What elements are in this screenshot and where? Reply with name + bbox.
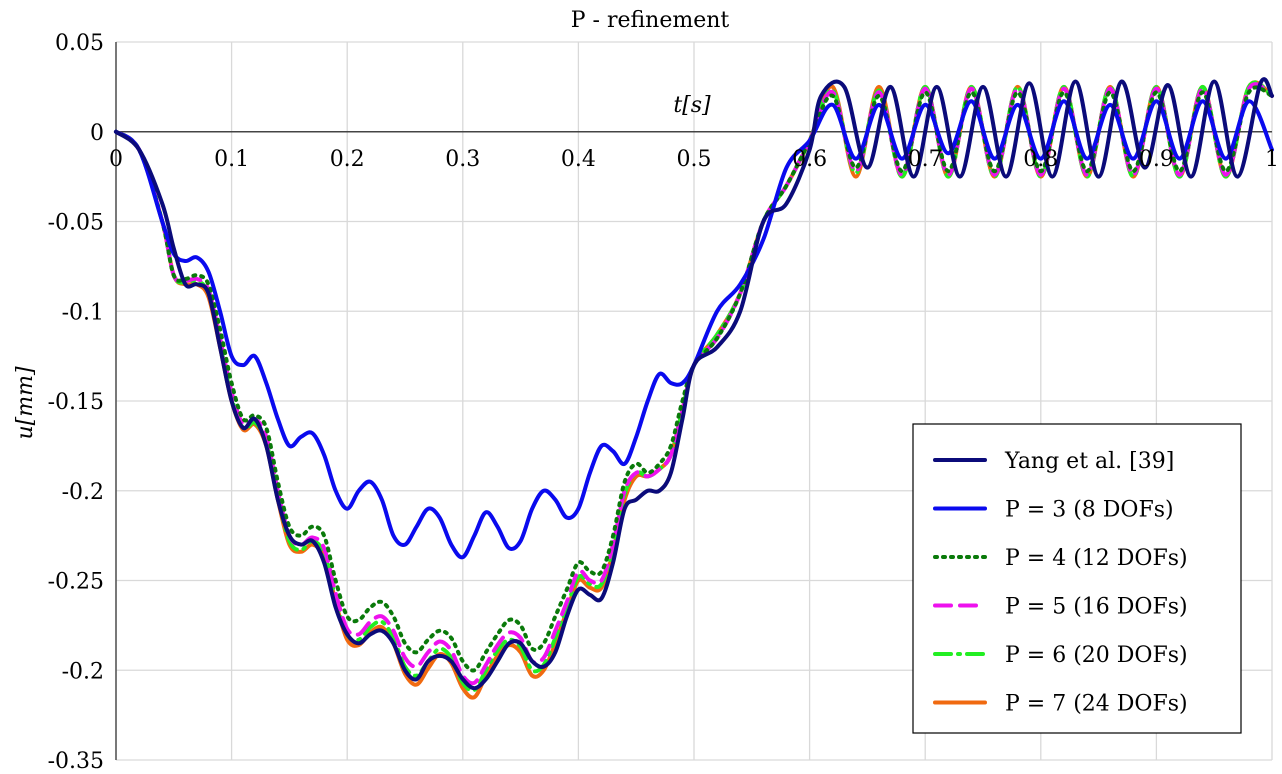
- series-lines: [114, 77, 1274, 700]
- x-tick-labels: 0 0.1 0.2 0.3 0.4 0.5 0.6 0.7 0.8 0.9 1: [109, 147, 1279, 172]
- series-line-p-3-8-dofs: [114, 99, 1274, 560]
- y-tick-label: -0.1: [62, 300, 104, 325]
- legend: Yang et al. [39] P = 3 (8 DOFs) P = 4 (12 …: [912, 423, 1242, 734]
- y-tick-label: -0.25: [48, 570, 104, 595]
- y-tick-label: 0: [90, 121, 104, 146]
- series-line-p-4-12-dofs: [114, 85, 1274, 673]
- x-tick-label: 0: [109, 147, 123, 172]
- x-tick-label: 0.6: [792, 147, 827, 172]
- y-tick-label: -0.15: [48, 390, 104, 415]
- legend-label: P = 4 (12 DOFs): [1005, 546, 1188, 571]
- series-line-yang-et-al-39: [114, 77, 1274, 691]
- y-tick-labels: 0.05 0 -0.05 -0.1 -0.15 -0.2 -0.25 -0.2 -0.35: [48, 31, 104, 774]
- chart-title: P - refinement: [571, 8, 730, 33]
- legend-label: P = 3 (8 DOFs): [1005, 498, 1174, 523]
- x-axis-label: t[s]: [673, 93, 711, 118]
- x-tick-label: 0.8: [1023, 147, 1058, 172]
- y-tick-label: -0.2: [62, 659, 104, 684]
- legend-box: [912, 423, 1242, 734]
- legend-label: P = 5 (16 DOFs): [1005, 595, 1188, 620]
- y-axis-label: u[mm]: [13, 366, 38, 439]
- legend-label: P = 6 (20 DOFs): [1005, 643, 1188, 668]
- x-tick-label: 0.7: [908, 147, 943, 172]
- x-tick-label: 0.5: [677, 147, 712, 172]
- y-tick-label: 0.05: [55, 31, 104, 56]
- y-tick-label: -0.05: [48, 211, 104, 236]
- x-tick-label: 0.2: [330, 147, 365, 172]
- x-tick-label: 0.4: [561, 147, 596, 172]
- grid: [115, 41, 1273, 761]
- x-tick-label: 0.3: [445, 147, 480, 172]
- y-tick-label: -0.2: [62, 480, 104, 505]
- x-tick-label: 1: [1265, 147, 1279, 172]
- legend-label: Yang et al. [39]: [1004, 449, 1174, 474]
- y-tick-label: -0.35: [48, 749, 104, 774]
- x-tick-label: 0.1: [214, 147, 249, 172]
- x-tick-label: 0.9: [1139, 147, 1174, 172]
- legend-label: P = 7 (24 DOFs): [1005, 692, 1188, 717]
